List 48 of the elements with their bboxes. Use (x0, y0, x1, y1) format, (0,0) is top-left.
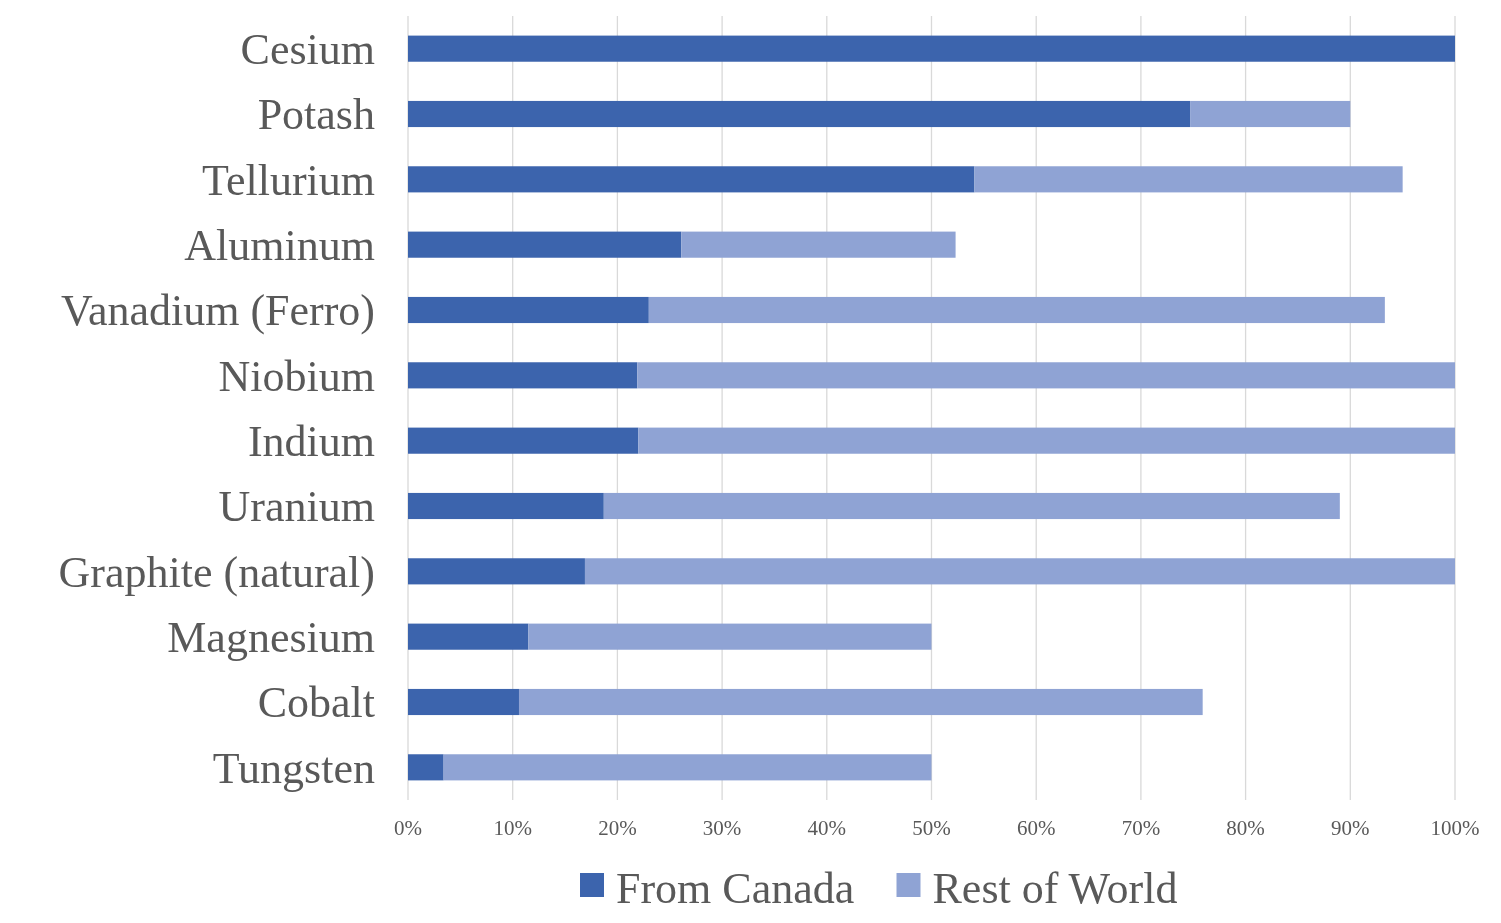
x-tick-label: 0% (394, 816, 422, 840)
bar (408, 754, 444, 781)
x-tick-label: 60% (1016, 816, 1056, 840)
y-tick-label: Cobalt (257, 678, 375, 728)
y-tick-label: Magnesium (167, 613, 375, 663)
y-tick-label: Vanadium (Ferro) (60, 286, 375, 336)
bar (638, 427, 1455, 454)
x-tick-label: 50% (912, 816, 951, 840)
bar (974, 166, 1403, 193)
x-tick-label: 100% (1430, 816, 1480, 840)
bar (408, 231, 682, 258)
x-tick-label: 30% (702, 816, 742, 840)
y-tick-label: Indium (247, 417, 375, 467)
bar (1190, 100, 1351, 128)
bar (408, 166, 975, 193)
bar (408, 35, 1455, 62)
bar (518, 688, 1203, 716)
bar (681, 231, 956, 258)
bar (408, 362, 638, 389)
y-tick-label: Cesium (240, 25, 375, 75)
y-tick-label: Tungsten (212, 743, 375, 793)
bar (648, 296, 1385, 324)
x-tick-label: 70% (1121, 816, 1161, 840)
x-tick-label: 20% (598, 816, 637, 840)
bar (637, 362, 1455, 389)
bar (408, 558, 585, 585)
bar (603, 492, 1340, 520)
bar (408, 427, 639, 454)
y-tick-label: Niobium (218, 351, 375, 401)
bar (528, 623, 932, 650)
bar (408, 688, 519, 716)
bar (443, 754, 932, 781)
y-tick-label: Potash (257, 90, 375, 140)
x-tick-label: 40% (807, 816, 847, 840)
bar (408, 623, 529, 650)
bar (408, 492, 604, 520)
y-tick-label: Aluminum (184, 221, 375, 271)
bar (408, 296, 649, 324)
bar (584, 558, 1455, 585)
y-tick-label: Uranium (218, 482, 375, 532)
bar (408, 100, 1191, 128)
x-tick-label: 80% (1226, 816, 1265, 840)
x-tick-label: 90% (1331, 816, 1370, 840)
y-tick-label: Tellurium (202, 155, 375, 205)
legend-label: Rest of World (932, 864, 1178, 913)
legend-label: From Canada (616, 864, 855, 913)
y-tick-label: Graphite (natural) (58, 547, 375, 597)
x-tick-label: 10% (493, 816, 532, 840)
